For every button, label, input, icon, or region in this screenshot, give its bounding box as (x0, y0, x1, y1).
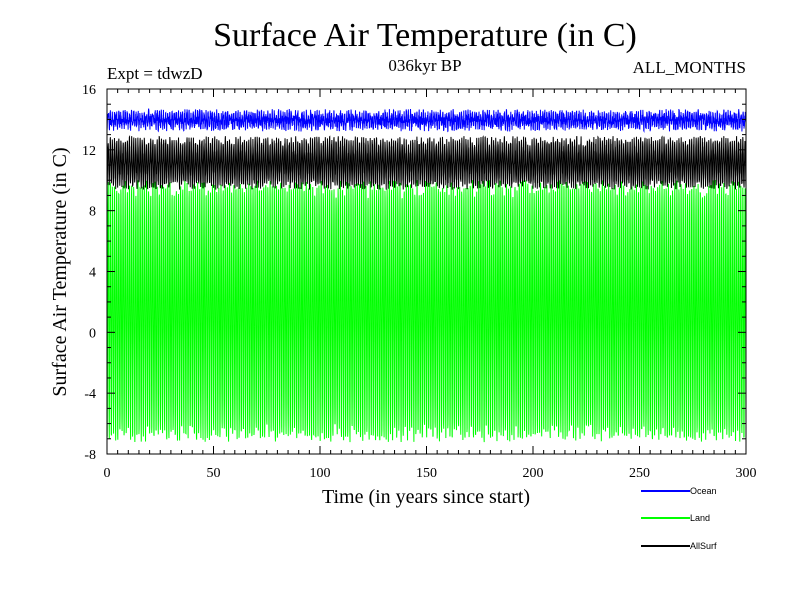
legend: Ocean Land AllSurf (641, 486, 717, 551)
y-tick-label: -8 (84, 448, 96, 463)
x-tick-label: 150 (416, 466, 437, 481)
y-tick-label: 8 (89, 205, 96, 220)
y-axis-label: Surface Air Temperature (in C) (49, 147, 71, 396)
x-tick-label: 250 (629, 466, 650, 481)
legend-label-allsurf: AllSurf (690, 541, 717, 551)
legend-label-ocean: Ocean (690, 486, 717, 496)
chart-title: Surface Air Temperature (in C) (213, 17, 637, 54)
series-layer (107, 108, 746, 443)
series-line-allsurf (107, 135, 746, 190)
series-line-land (107, 179, 746, 443)
x-tick-label: 50 (207, 466, 221, 481)
y-tick-label: 4 (89, 266, 96, 281)
plot-frame (106, 88, 747, 455)
months-label: ALL_MONTHS (633, 58, 746, 77)
chart-subtitle: 036kyr BP (388, 56, 461, 75)
tick-layer: 0 50 100 150 200 250 300 -8 -4 0 4 8 12 16 (82, 83, 757, 481)
expt-label: Expt = tdwzD (107, 64, 203, 83)
x-tick-label: 300 (736, 466, 757, 481)
x-tick-label: 0 (104, 466, 111, 481)
x-tick-label: 100 (310, 466, 331, 481)
legend-label-land: Land (690, 513, 710, 523)
x-tick-label: 200 (523, 466, 544, 481)
y-tick-label: -4 (84, 387, 96, 402)
y-tick-label: 16 (82, 83, 96, 98)
y-tick-label: 0 (89, 326, 96, 341)
series-line-ocean (107, 108, 746, 134)
x-axis-label: Time (in years since start) (322, 486, 530, 508)
y-tick-label: 12 (82, 144, 96, 159)
